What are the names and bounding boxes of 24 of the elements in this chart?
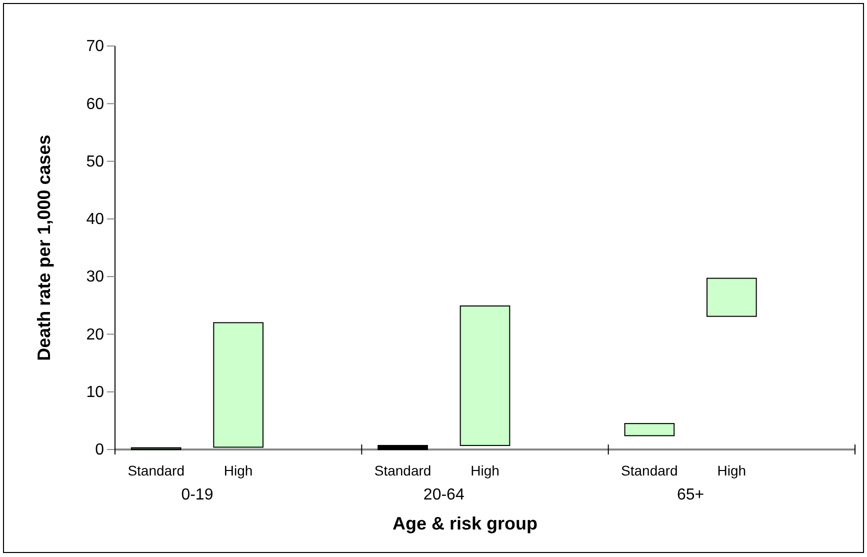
y-tick-label: 70 (86, 38, 104, 56)
y-tick-label: 60 (86, 96, 104, 113)
x-tick-label: High (470, 462, 500, 478)
bar (213, 322, 264, 448)
bar (378, 444, 428, 450)
y-tick-label: 30 (86, 268, 104, 286)
text: 0-19 (181, 486, 214, 504)
y-tick-label: 40 (86, 211, 104, 228)
y-tick-label: 50 (86, 153, 104, 170)
x-tick-label: Standard (128, 462, 185, 478)
x-tick-label: High (224, 462, 253, 478)
x-axis-title: Age & risk group (392, 514, 538, 534)
text: 20-64 (423, 486, 464, 504)
bar (706, 278, 757, 317)
x-tick-label: High (717, 462, 746, 478)
bar (624, 423, 675, 436)
bar (460, 305, 510, 446)
y-axis-title: Death rate per 1,000 cases (34, 134, 54, 361)
y-tick-label: 0 (95, 442, 104, 459)
x-tick-label: Standard (621, 462, 678, 478)
y-tick-label: 20 (86, 326, 104, 344)
y-tick-label: 10 (86, 384, 104, 401)
text: 65+ (676, 486, 704, 504)
x-tick-label: Standard (374, 462, 432, 478)
